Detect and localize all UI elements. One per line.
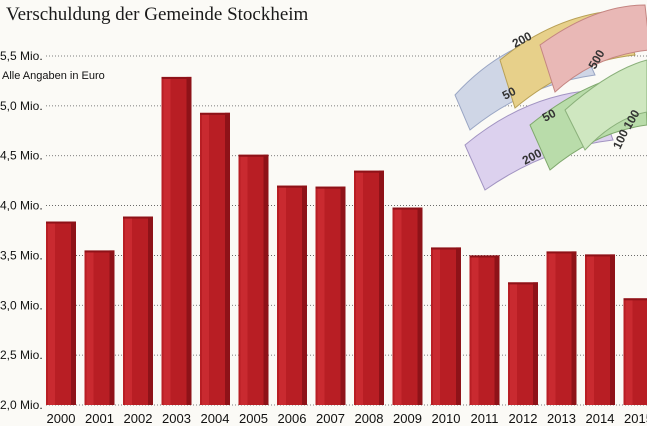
bar — [84, 250, 115, 405]
x-tick-label: 2010 — [432, 411, 461, 426]
y-tick-label: 2,0 Mio. — [0, 398, 43, 412]
bars — [46, 76, 647, 405]
x-tick-label: 2011 — [471, 411, 499, 426]
x-tick-label: 2001 — [85, 411, 114, 426]
x-axis: 2000 2001 2002 2003 2004 2005 2006 2007 2008 2009… — [47, 411, 647, 426]
x-tick-label: 2008 — [355, 411, 384, 426]
y-axis: 2,0 Mio. 2,5 Mio. 3,0 Mio. 3,5 Mio. 4,0 Mio.… — [0, 49, 43, 412]
y-tick-label: 5,0 Mio. — [0, 99, 43, 113]
bar — [46, 221, 76, 405]
bar — [200, 112, 230, 405]
svg-text:50: 50 — [500, 84, 519, 103]
y-tick-label: 4,0 Mio. — [0, 199, 43, 213]
x-tick-label: 2015 — [624, 411, 647, 426]
bar — [161, 76, 192, 405]
y-tick-label: 2,5 Mio. — [0, 348, 43, 362]
x-tick-label: 2002 — [124, 411, 153, 426]
euro-banknotes-icon: 200 500 50 50 100 200 100 — [454, 4, 647, 191]
unit-note: Alle Angaben in Euro — [2, 70, 105, 82]
x-tick-label: 2012 — [509, 411, 538, 426]
y-tick-label: 3,0 Mio. — [0, 298, 43, 312]
bar — [354, 170, 384, 405]
bar — [469, 255, 500, 405]
x-tick-label: 2004 — [201, 411, 230, 426]
x-tick-label: 2007 — [316, 411, 345, 426]
bar — [431, 247, 461, 405]
bar — [623, 298, 647, 405]
bar — [546, 251, 577, 405]
bar — [315, 186, 346, 405]
bar — [508, 282, 538, 405]
bar — [238, 154, 269, 405]
y-tick-label: 5,5 Mio. — [0, 49, 43, 63]
x-tick-label: 2003 — [162, 411, 191, 426]
x-tick-label: 2000 — [47, 411, 76, 426]
bar — [392, 207, 423, 405]
x-tick-label: 2013 — [547, 411, 576, 426]
bar — [585, 254, 615, 405]
y-tick-label: 4,5 Mio. — [0, 149, 43, 163]
x-tick-label: 2014 — [586, 411, 615, 426]
x-tick-label: 2009 — [393, 411, 422, 426]
bar — [123, 216, 153, 405]
gridlines — [46, 55, 647, 406]
bar — [277, 185, 307, 405]
y-tick-label: 3,5 Mio. — [0, 248, 43, 262]
x-tick-label: 2006 — [278, 411, 307, 426]
svg-text:50: 50 — [540, 106, 559, 125]
x-tick-label: 2005 — [239, 411, 268, 426]
chart-title: Verschuldung der Gemeinde Stockheim — [6, 4, 309, 25]
